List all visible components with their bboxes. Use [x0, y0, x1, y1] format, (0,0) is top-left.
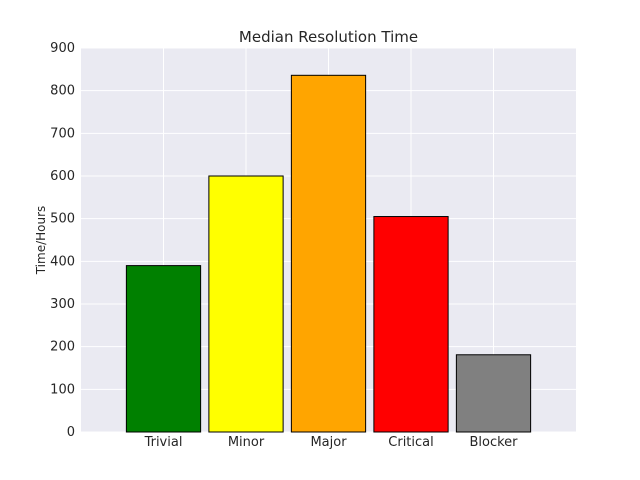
y-tick-label: 600	[50, 169, 75, 184]
bar-trivial	[125, 265, 202, 433]
bar-major	[290, 74, 367, 433]
y-axis-title: Time/Hours	[34, 206, 48, 276]
y-tick-label: 0	[67, 425, 75, 440]
x-tick-labels: Trivial Minor Major Critical Blocker	[144, 435, 519, 450]
x-tick-label: Major	[310, 435, 347, 450]
x-tick-label: Critical	[388, 435, 433, 450]
bar-blocker	[455, 354, 532, 433]
chart-title: Median Resolution Time	[239, 28, 418, 46]
y-tick-label: 300	[50, 297, 75, 312]
y-tick-label: 700	[50, 126, 75, 141]
x-tick-label: Minor	[228, 435, 265, 450]
x-tick-label: Blocker	[469, 435, 518, 450]
y-tick-label: 200	[50, 340, 75, 355]
bar-minor	[208, 175, 284, 433]
bar-critical	[373, 216, 449, 433]
y-tick-labels: 0 100 200 300 400 500 600 700 800 900	[50, 41, 75, 440]
y-tick-label: 900	[50, 41, 75, 56]
x-tick-label: Trivial	[144, 435, 183, 450]
bars	[125, 74, 532, 433]
y-tick-label: 100	[50, 382, 75, 397]
y-tick-label: 800	[50, 84, 75, 99]
y-tick-label: 400	[50, 254, 75, 269]
y-tick-label: 500	[50, 212, 75, 227]
